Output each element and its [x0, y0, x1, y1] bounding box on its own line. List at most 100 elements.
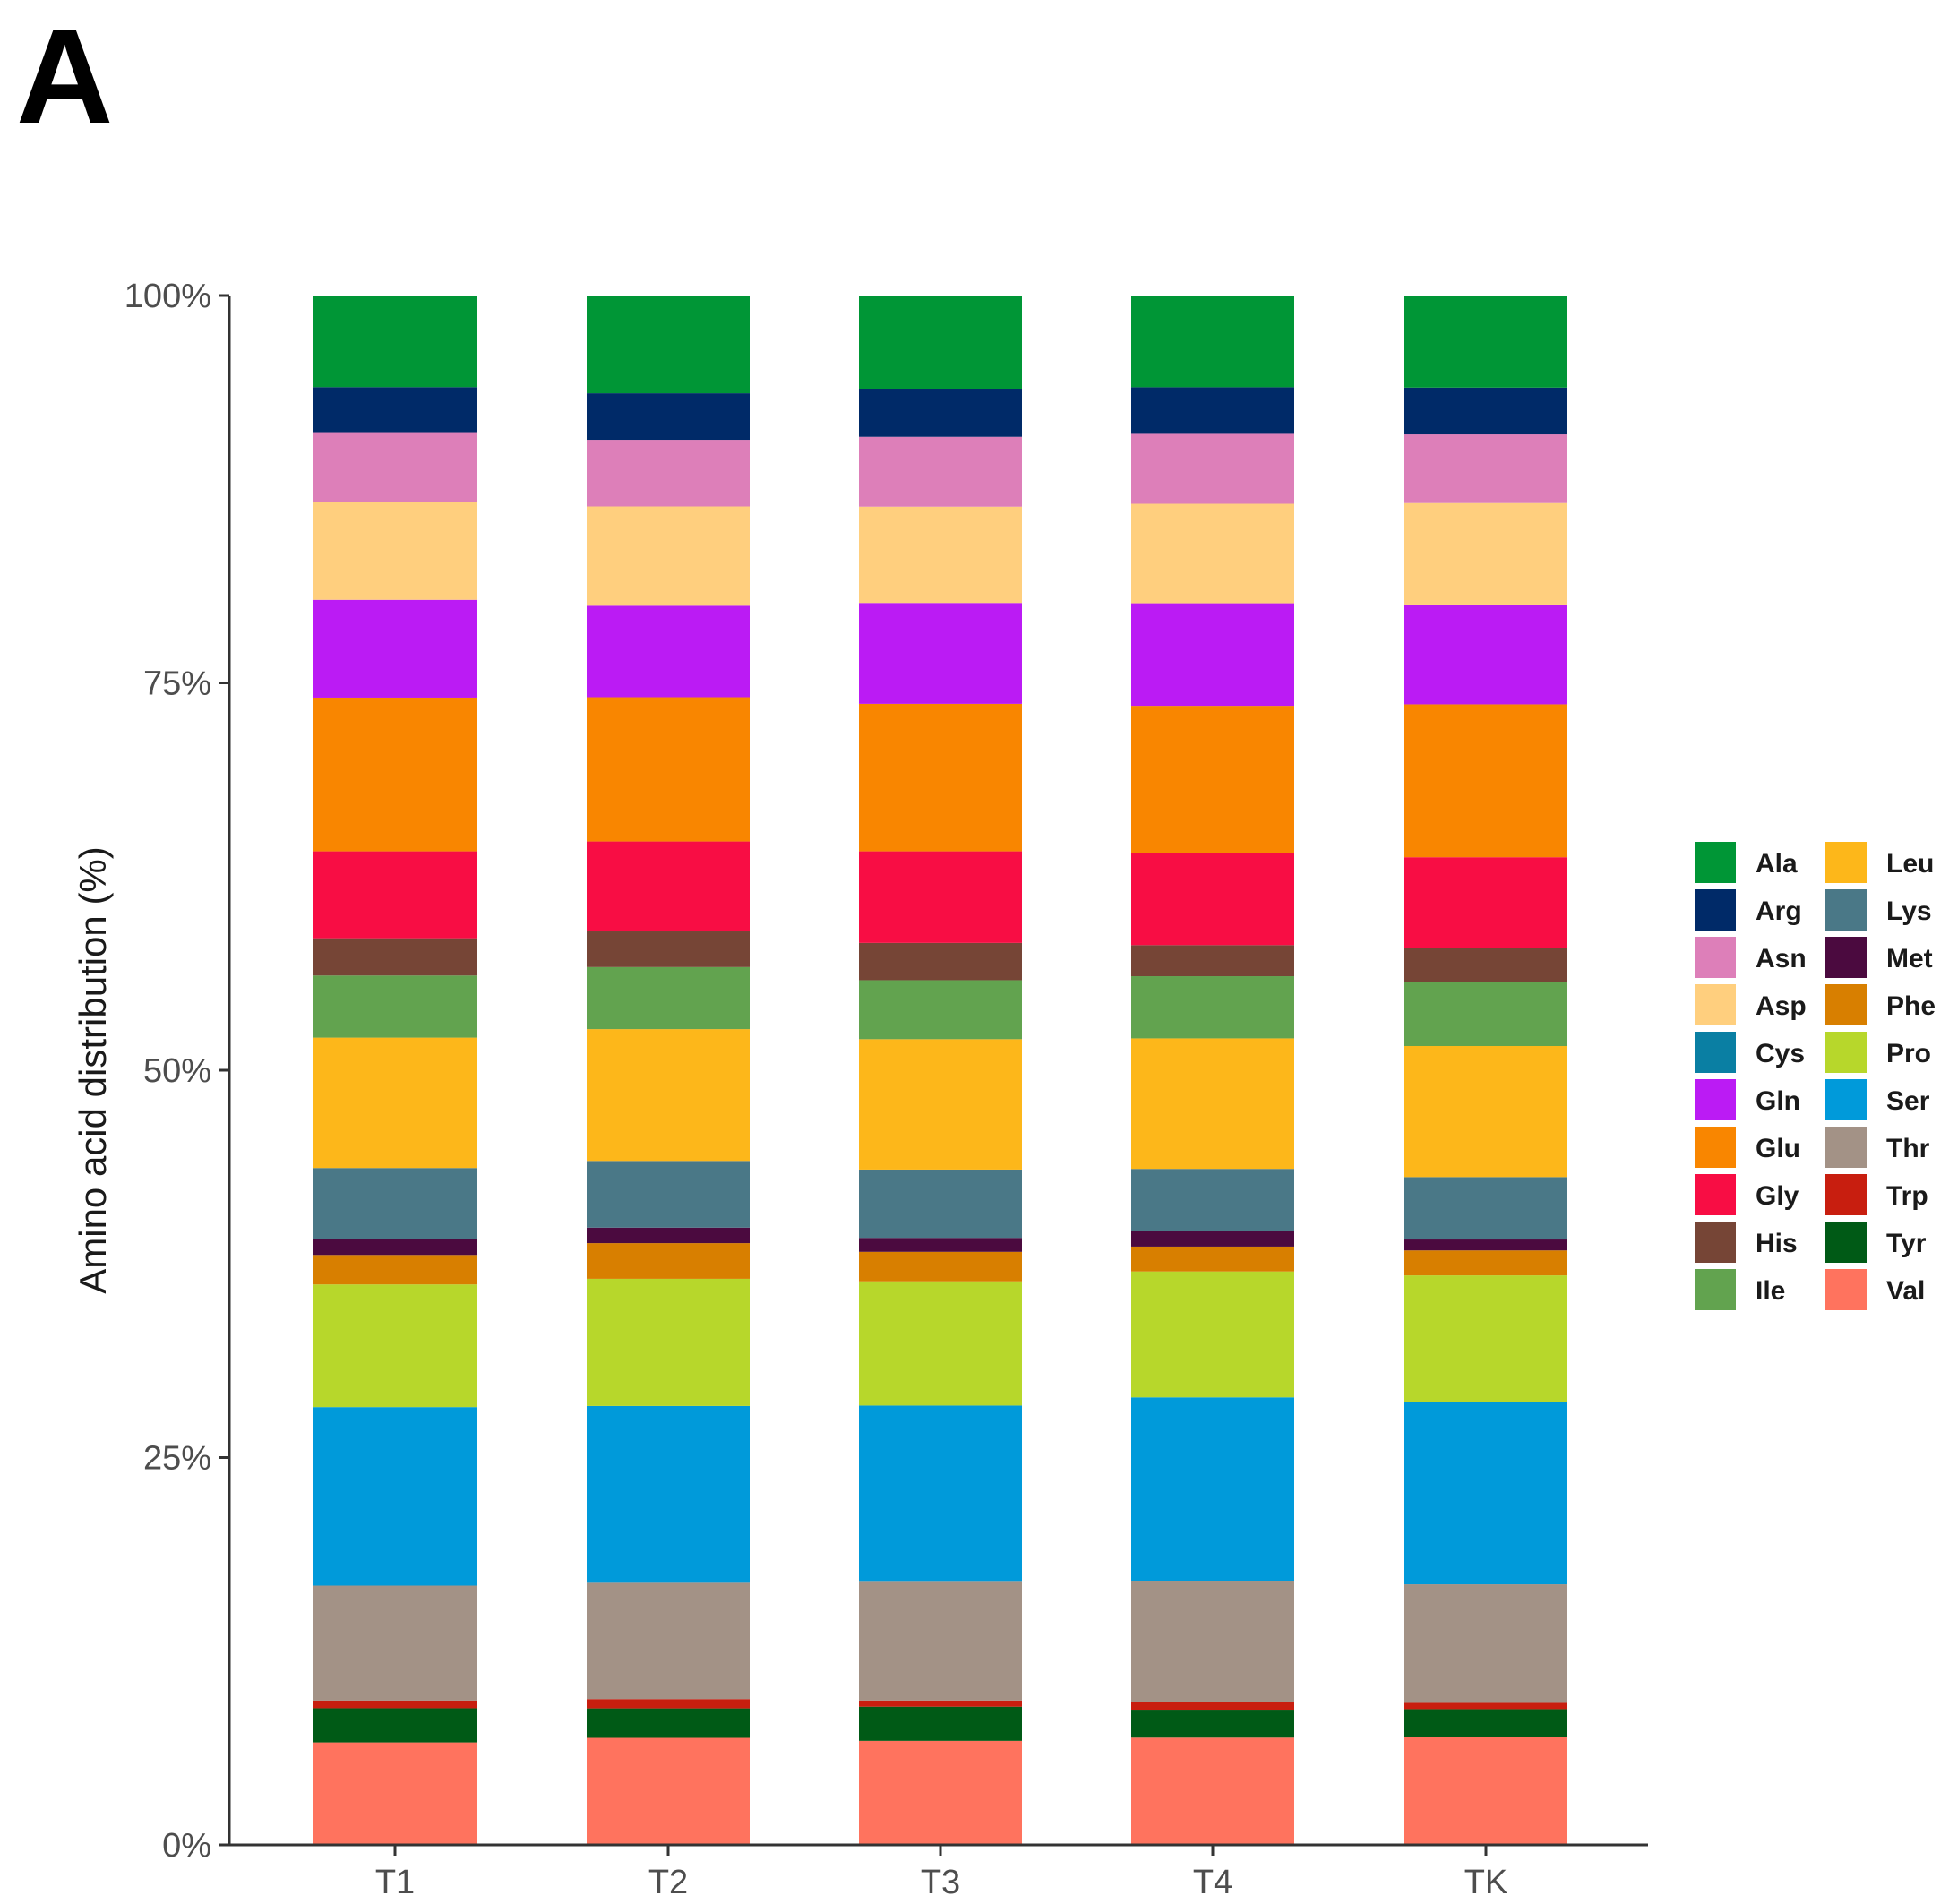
bar-segment-T1-Leu	[313, 1037, 477, 1169]
legend-item-ile: Ile	[1695, 1269, 1785, 1310]
bar-segment-T2-Pro	[587, 1278, 750, 1406]
x-ticks: T1 T2 T3 T4 TK	[375, 1845, 1507, 1901]
bar-segment-T2-Met	[587, 1227, 750, 1244]
bar-segment-T1-Thr	[313, 1585, 477, 1701]
bar-segment-T3-Ile	[859, 980, 1022, 1040]
bar-segment-T4-Pro	[1131, 1271, 1294, 1398]
bar-segment-T2-His	[587, 931, 750, 967]
bar-segment-T1-Asp	[313, 502, 477, 600]
panel-label: A	[16, 1, 114, 151]
legend-item-his: His	[1695, 1222, 1798, 1263]
bar-segment-T2-Val	[587, 1737, 750, 1845]
x-tick-label: TK	[1464, 1864, 1508, 1901]
bar-segment-T1-Phe	[313, 1255, 477, 1285]
bar-segment-T4-Lys	[1131, 1169, 1294, 1231]
bar-segment-T3-Gln	[859, 603, 1022, 704]
bar-segment-TK-Arg	[1404, 387, 1567, 435]
bar-segment-T4-Ile	[1131, 976, 1294, 1039]
bars-layer	[313, 296, 1567, 1845]
bar-segment-T2-Ser	[587, 1405, 750, 1583]
legend-label: Asn	[1756, 944, 1807, 973]
legend-item-glu: Glu	[1695, 1127, 1800, 1168]
bar-segment-T1-Gly	[313, 851, 477, 939]
bar-segment-T4-Glu	[1131, 706, 1294, 853]
bar-segment-T3-His	[859, 942, 1022, 981]
bar-segment-T4-Ser	[1131, 1397, 1294, 1582]
legend-swatch	[1825, 1127, 1867, 1168]
legend-item-arg: Arg	[1695, 889, 1802, 931]
bar-segment-TK-Asn	[1404, 434, 1567, 503]
legend-swatch	[1825, 842, 1867, 883]
bar-segment-T1-Trp	[313, 1700, 477, 1709]
bar-segment-T1-Pro	[313, 1284, 477, 1408]
y-axis-title: Amino acid distribution (%)	[72, 846, 114, 1294]
bar-segment-T1-Ser	[313, 1407, 477, 1586]
x-tick-label: T1	[375, 1864, 415, 1901]
bar-segment-T3-Ala	[859, 296, 1022, 390]
bar-segment-T3-Tyr	[859, 1706, 1022, 1741]
y-tick-label: 75%	[143, 665, 211, 703]
bar-segment-T4-Asn	[1131, 433, 1294, 504]
bar-segment-TK-Val	[1404, 1737, 1567, 1845]
bar-segment-T3-Phe	[859, 1251, 1022, 1282]
bar-segment-T4-Asp	[1131, 503, 1294, 604]
legend-label: Cys	[1756, 1039, 1805, 1068]
bar-segment-T2-Thr	[587, 1582, 750, 1700]
legend-item-asn: Asn	[1695, 937, 1807, 978]
legend-swatch	[1695, 1127, 1736, 1168]
bar-segment-TK-Leu	[1404, 1045, 1567, 1178]
bar-segment-TK-Lys	[1404, 1177, 1567, 1240]
legend-label: Phe	[1886, 991, 1936, 1021]
legend-label: Lys	[1886, 896, 1932, 926]
bar-segment-TK-Trp	[1404, 1702, 1567, 1710]
legend-item-lys: Lys	[1825, 889, 1932, 931]
bar-segment-T4-Gly	[1131, 853, 1294, 946]
bar-segment-T2-Glu	[587, 697, 750, 842]
bar-segment-TK-Thr	[1404, 1584, 1567, 1703]
y-tick-label: 100%	[124, 278, 211, 315]
legend-label: Glu	[1756, 1134, 1800, 1163]
bar-segment-TK-Ile	[1404, 982, 1567, 1046]
legend-label: Thr	[1886, 1134, 1930, 1163]
legend-label: Gly	[1756, 1181, 1799, 1211]
legend-item-gln: Gln	[1695, 1079, 1800, 1120]
legend-label: His	[1756, 1229, 1798, 1258]
bar-segment-T3-Lys	[859, 1169, 1022, 1239]
bar-segment-TK-Phe	[1404, 1250, 1567, 1276]
legend-swatch	[1825, 1174, 1867, 1215]
bar-segment-T3-Trp	[859, 1700, 1022, 1707]
legend-swatch	[1825, 1269, 1867, 1310]
bar-segment-TK-Gln	[1404, 604, 1567, 705]
x-tick-label: T3	[921, 1864, 960, 1901]
bar-segment-T4-Tyr	[1131, 1710, 1294, 1738]
legend-label: Met	[1886, 944, 1933, 973]
legend-item-asp: Asp	[1695, 984, 1807, 1025]
bar-segment-T2-Trp	[587, 1699, 750, 1709]
bar-segment-T1-Lys	[313, 1168, 477, 1239]
bar-segment-T1-Glu	[313, 697, 477, 852]
bar-segment-T3-Glu	[859, 703, 1022, 852]
bar-segment-T3-Arg	[859, 389, 1022, 437]
bar-segment-TK-Glu	[1404, 704, 1567, 858]
bar-segment-T1-Arg	[313, 387, 477, 433]
bar-segment-T1-Ala	[313, 296, 477, 388]
legend-swatch	[1695, 889, 1736, 931]
bar-segment-T1-Gln	[313, 599, 477, 698]
y-ticks: 0% 25% 50% 75% 100%	[124, 278, 229, 1865]
bar-segment-T3-Leu	[859, 1039, 1022, 1170]
legend-label: Asp	[1756, 991, 1807, 1021]
bar-segment-TK-Pro	[1404, 1275, 1567, 1402]
bar-segment-TK-His	[1404, 948, 1567, 982]
legend-item-pro: Pro	[1825, 1032, 1931, 1073]
bar-segment-T3-Val	[859, 1740, 1022, 1845]
legend-swatch	[1825, 1032, 1867, 1073]
bar-segment-T2-Ala	[587, 296, 750, 394]
legend-swatch	[1825, 1079, 1867, 1120]
bar-segment-T4-Arg	[1131, 387, 1294, 434]
bar-segment-T4-Met	[1131, 1231, 1294, 1247]
bar-segment-TK-Ser	[1404, 1402, 1567, 1585]
bar-segment-T3-Thr	[859, 1581, 1022, 1701]
legend-swatch	[1695, 984, 1736, 1025]
bar-segment-T1-Asn	[313, 432, 477, 502]
